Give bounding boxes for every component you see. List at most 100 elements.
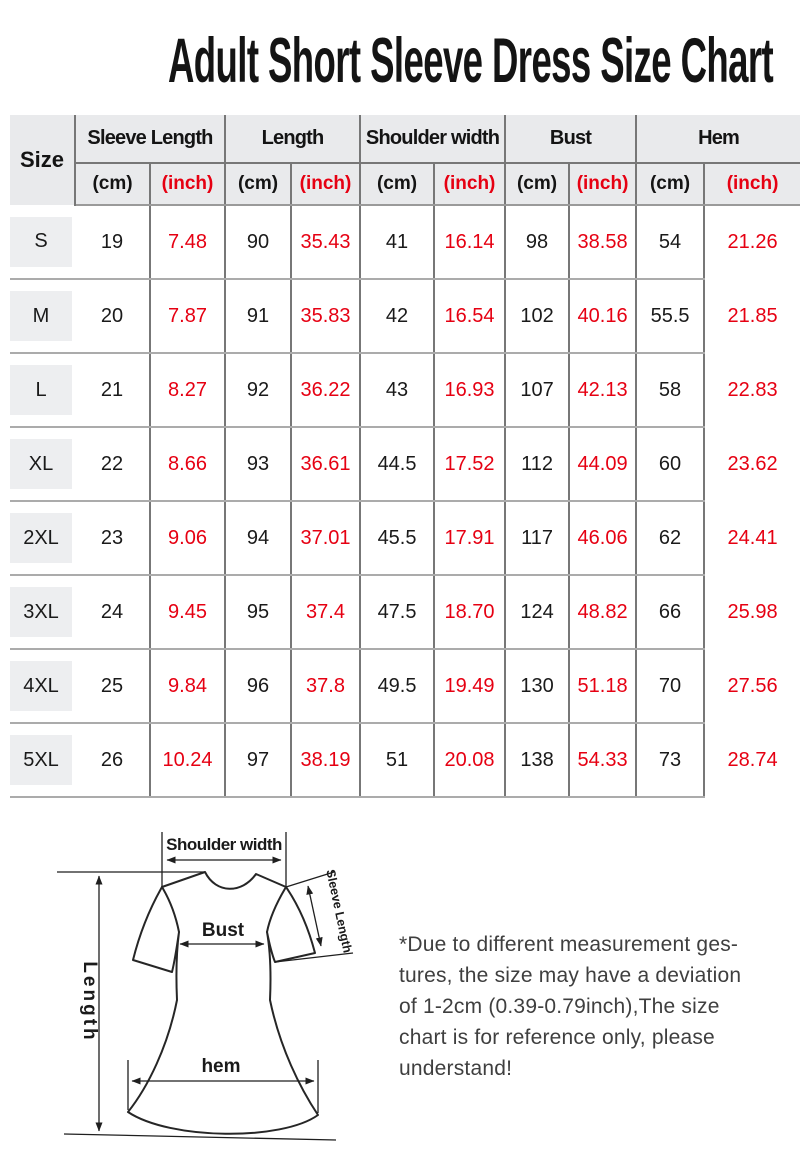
unit-header-inch: (inch) bbox=[568, 163, 637, 206]
size-label: L bbox=[10, 365, 72, 415]
size-cell: 3XL bbox=[10, 575, 75, 650]
value-inch: 8.27 bbox=[148, 353, 226, 428]
value-cm: 94 bbox=[224, 501, 292, 576]
page-title: Adult Short Sleeve Dress Size Chart bbox=[168, 26, 774, 96]
column-header-sleeve-length: Sleeve Length bbox=[73, 115, 226, 164]
value-cm: 66 bbox=[635, 575, 705, 650]
value-cm: 49.5 bbox=[359, 649, 435, 724]
table-row: XL 22 8.66 93 36.61 44.5 17.52 112 44.09 60 23.62 bbox=[10, 427, 800, 502]
dress-measurement-diagram: Shoulder width Length Bust hem Sleeve Le… bbox=[57, 832, 355, 1141]
value-cm: 42 bbox=[359, 279, 435, 354]
size-label: 4XL bbox=[10, 661, 72, 711]
value-cm: 92 bbox=[224, 353, 292, 428]
value-inch: 21.26 bbox=[703, 205, 800, 279]
value-cm: 58 bbox=[635, 353, 705, 428]
value-inch: 23.62 bbox=[703, 427, 800, 501]
value-inch: 7.48 bbox=[148, 205, 226, 280]
sleeve-guide-top bbox=[285, 871, 335, 888]
value-cm: 19 bbox=[75, 205, 150, 280]
value-inch: 27.56 bbox=[703, 649, 800, 723]
value-inch: 38.58 bbox=[568, 205, 637, 280]
value-cm: 93 bbox=[224, 427, 292, 502]
value-cm: 130 bbox=[504, 649, 570, 724]
value-inch: 48.82 bbox=[568, 575, 637, 650]
sleeve-guide-bottom bbox=[274, 952, 354, 963]
left-armhole-seam bbox=[161, 886, 180, 933]
value-inch: 24.41 bbox=[703, 501, 800, 575]
column-header-bust: Bust bbox=[504, 115, 637, 164]
value-inch: 42.13 bbox=[568, 353, 637, 428]
size-table-header: Size Sleeve Length Length Shoulder width… bbox=[10, 115, 800, 206]
value-cm: 97 bbox=[224, 723, 292, 798]
size-label: 2XL bbox=[10, 513, 72, 563]
value-inch: 22.83 bbox=[703, 353, 800, 427]
size-cell: XL bbox=[10, 427, 75, 502]
value-cm: 51 bbox=[359, 723, 435, 798]
value-cm: 20 bbox=[75, 279, 150, 354]
size-label: 5XL bbox=[10, 735, 72, 785]
bust-label: Bust bbox=[202, 920, 245, 941]
table-row: 3XL 24 9.45 95 37.4 47.5 18.70 124 48.82 66 25.98 bbox=[10, 575, 800, 650]
value-inch: 37.01 bbox=[290, 501, 361, 576]
value-cm: 90 bbox=[224, 205, 292, 280]
unit-header-inch: (inch) bbox=[148, 163, 226, 206]
table-row: L 21 8.27 92 36.22 43 16.93 107 42.13 58 22.83 bbox=[10, 353, 800, 428]
table-row: M 20 7.87 91 35.83 42 16.54 102 40.16 55.5 21.85 bbox=[10, 279, 800, 354]
unit-header-cm: (cm) bbox=[224, 163, 292, 206]
value-inch: 20.08 bbox=[433, 723, 506, 798]
value-inch: 10.24 bbox=[148, 723, 226, 798]
value-inch: 36.22 bbox=[290, 353, 361, 428]
value-cm: 98 bbox=[504, 205, 570, 280]
size-cell: 2XL bbox=[10, 501, 75, 576]
value-inch: 54.33 bbox=[568, 723, 637, 798]
value-inch: 37.4 bbox=[290, 575, 361, 650]
value-cm: 47.5 bbox=[359, 575, 435, 650]
unit-header-inch: (inch) bbox=[290, 163, 361, 206]
value-cm: 91 bbox=[224, 279, 292, 354]
unit-header-inch: (inch) bbox=[433, 163, 506, 206]
table-row: 4XL 25 9.84 96 37.8 49.5 19.49 130 51.18 70 27.56 bbox=[10, 649, 800, 724]
value-inch: 9.84 bbox=[148, 649, 226, 724]
value-cm: 96 bbox=[224, 649, 292, 724]
size-cell: S bbox=[10, 205, 75, 280]
note-line: chart is for reference only, please bbox=[399, 1026, 715, 1049]
value-inch: 16.54 bbox=[433, 279, 506, 354]
value-inch: 16.14 bbox=[433, 205, 506, 280]
value-inch: 38.19 bbox=[290, 723, 361, 798]
note-line: tures, the size may have a deviation bbox=[399, 964, 742, 987]
value-cm: 62 bbox=[635, 501, 705, 576]
size-label: S bbox=[10, 216, 72, 267]
value-inch: 17.52 bbox=[433, 427, 506, 502]
value-inch: 18.70 bbox=[433, 575, 506, 650]
size-cell: L bbox=[10, 353, 75, 428]
value-inch: 37.8 bbox=[290, 649, 361, 724]
sleeve-length-label: Sleeve Length bbox=[323, 868, 354, 954]
right-armhole-seam bbox=[266, 886, 287, 933]
value-cm: 44.5 bbox=[359, 427, 435, 502]
hem-label: hem bbox=[201, 1056, 240, 1077]
size-label: 3XL bbox=[10, 587, 72, 637]
column-header-length: Length bbox=[224, 115, 361, 164]
value-cm: 43 bbox=[359, 353, 435, 428]
value-cm: 95 bbox=[224, 575, 292, 650]
value-cm: 107 bbox=[504, 353, 570, 428]
value-cm: 60 bbox=[635, 427, 705, 502]
size-table-body: S 19 7.48 90 35.43 41 16.14 98 38.58 54 21.26 M 20 7.… bbox=[10, 205, 800, 798]
value-inch: 16.93 bbox=[433, 353, 506, 428]
size-cell: 5XL bbox=[10, 723, 75, 798]
value-inch: 35.83 bbox=[290, 279, 361, 354]
value-cm: 55.5 bbox=[635, 279, 705, 354]
value-inch: 51.18 bbox=[568, 649, 637, 724]
sleeve-length-arrow bbox=[306, 885, 323, 947]
value-inch: 7.87 bbox=[148, 279, 226, 354]
value-cm: 41 bbox=[359, 205, 435, 280]
value-inch: 25.98 bbox=[703, 575, 800, 649]
value-cm: 138 bbox=[504, 723, 570, 798]
value-cm: 117 bbox=[504, 501, 570, 576]
table-row: S 19 7.48 90 35.43 41 16.14 98 38.58 54 21.26 bbox=[10, 205, 800, 280]
dress-outline bbox=[127, 871, 319, 1135]
value-inch: 9.45 bbox=[148, 575, 226, 650]
value-inch: 8.66 bbox=[148, 427, 226, 502]
value-cm: 112 bbox=[504, 427, 570, 502]
note-line: of 1-2cm (0.39-0.79inch),The size bbox=[399, 995, 720, 1018]
